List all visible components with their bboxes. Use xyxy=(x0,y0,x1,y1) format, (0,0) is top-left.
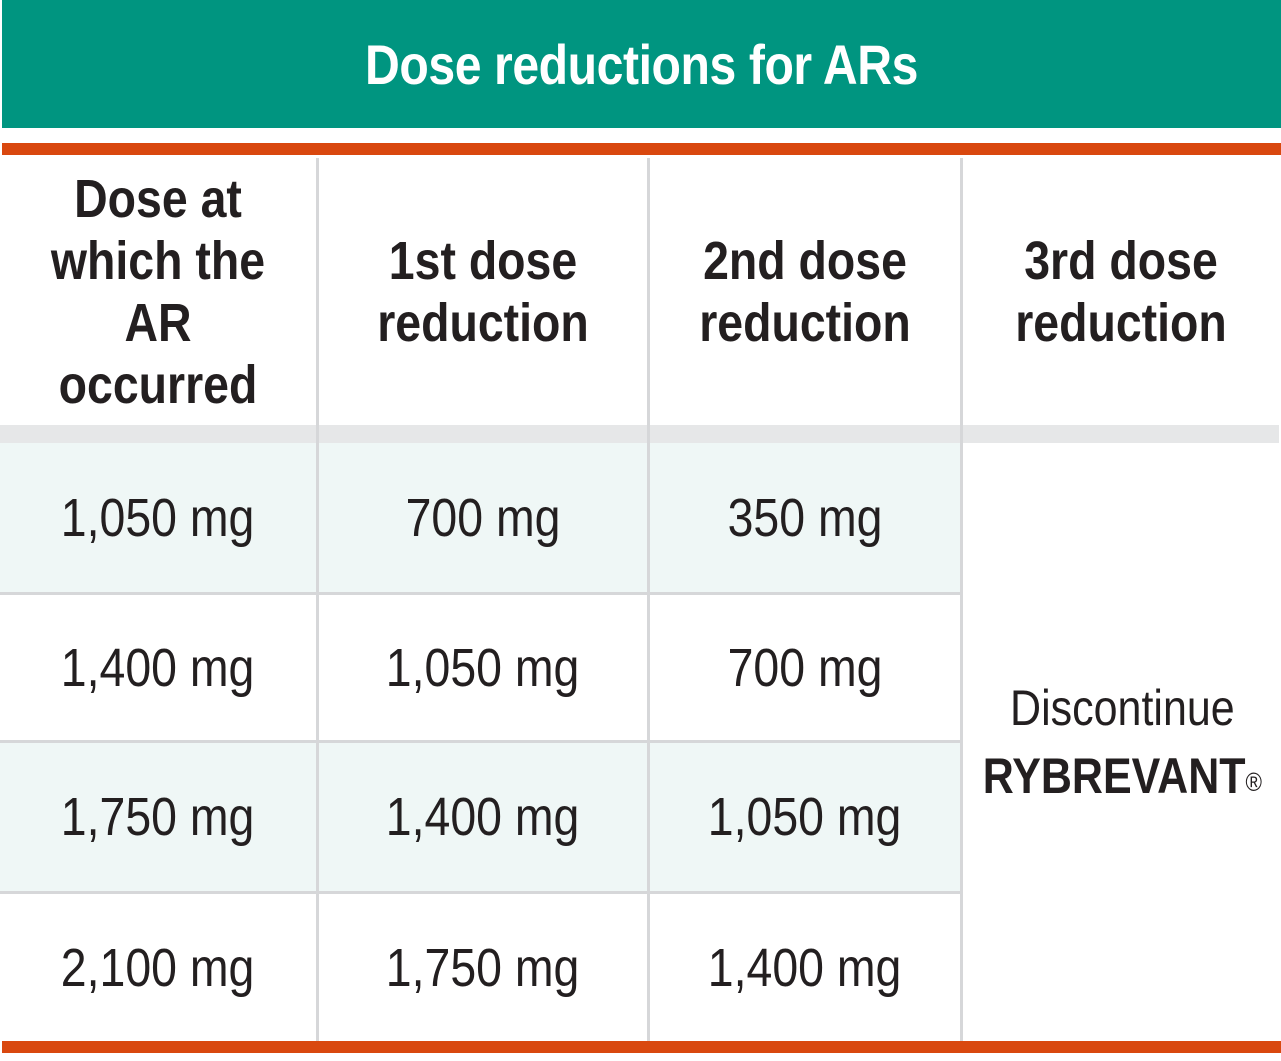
header-separator xyxy=(0,425,1279,443)
header-2nd-reduction: 2nd dose reduction xyxy=(650,158,960,425)
column-divider xyxy=(960,158,963,1041)
column-divider xyxy=(316,158,319,1041)
table-cell: 1,050 mg xyxy=(386,637,580,698)
header-line: 3rd dose xyxy=(1024,230,1218,291)
header-line: 1st dose xyxy=(388,230,578,291)
row-divider xyxy=(0,891,960,894)
header-line: AR occurred xyxy=(58,292,258,415)
header-dose-at-ar: Dose at which the AR occurred xyxy=(0,158,316,425)
discontinue-label: Discontinue xyxy=(1009,680,1235,736)
row-divider xyxy=(0,740,960,743)
header-line: reduction xyxy=(377,292,589,353)
header-line: reduction xyxy=(1015,292,1227,353)
title-bar: Dose reductions for ARs xyxy=(2,0,1281,128)
row-divider xyxy=(0,592,960,595)
table-cell: 1,750 mg xyxy=(386,937,580,998)
discontinue-cell: Discontinue RYBREVANT® xyxy=(963,443,1281,1041)
brand-name: RYBREVANT® xyxy=(982,748,1262,804)
header-line: Dose at xyxy=(74,168,242,229)
bottom-accent-rule xyxy=(2,1041,1281,1053)
top-accent-rule xyxy=(2,143,1281,155)
table-cell: 1,750 mg xyxy=(0,743,316,891)
header-line: 2nd dose xyxy=(703,230,907,291)
table-cell: 1,050 mg xyxy=(0,443,316,592)
table-cell: 1,400 mg xyxy=(61,637,255,698)
header-line: which the xyxy=(50,230,266,291)
header-1st-reduction: 1st dose reduction xyxy=(319,158,647,425)
registered-mark: ® xyxy=(1245,767,1262,797)
header-line: reduction xyxy=(699,292,911,353)
table-cell: 1,050 mg xyxy=(650,743,960,891)
table-cell: 700 mg xyxy=(727,637,883,698)
header-3rd-reduction: 3rd dose reduction xyxy=(963,158,1279,425)
table-cell: 700 mg xyxy=(319,443,647,592)
table-cell: 2,100 mg xyxy=(61,937,255,998)
column-divider xyxy=(647,158,650,1041)
table-cell: 1,400 mg xyxy=(708,937,902,998)
table-cell: 1,400 mg xyxy=(319,743,647,891)
table-cell: 350 mg xyxy=(650,443,960,592)
page-title: Dose reductions for ARs xyxy=(365,32,918,96)
